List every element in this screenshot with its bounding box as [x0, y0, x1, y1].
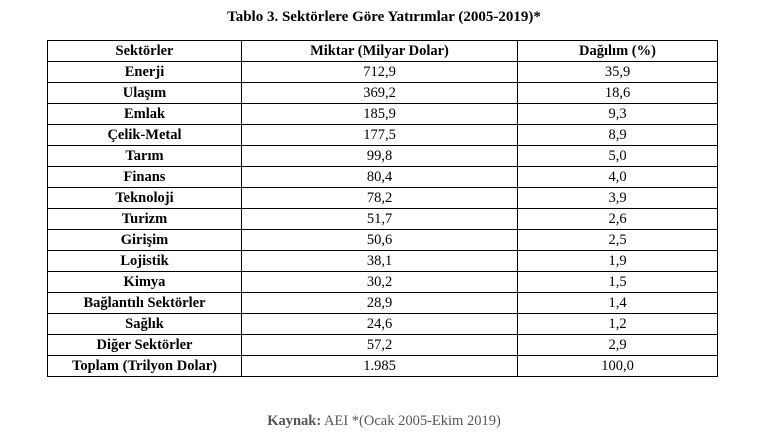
share-cell: 9,3 [517, 103, 718, 125]
sector-cell: Turizm [47, 208, 242, 230]
source-note: Kaynak: AEI *(Ocak 2005-Ekim 2019) [0, 412, 768, 430]
table-row: Diğer Sektörler 57,2 2,9 [47, 334, 718, 356]
table-row: Emlak 185,9 9,3 [47, 103, 718, 125]
share-cell: 2,5 [517, 229, 718, 251]
sector-cell: Diğer Sektörler [47, 334, 242, 356]
share-cell: 1,4 [517, 292, 718, 314]
table-row: Tarım 99,8 5,0 [47, 145, 718, 167]
total-share-cell: 100,0 [517, 355, 718, 377]
table-header-row: Sektörler Miktar (Milyar Dolar) Dağılım … [47, 40, 718, 62]
share-cell: 8,9 [517, 124, 718, 146]
sector-cell: Lojistik [47, 250, 242, 272]
amount-cell: 30,2 [241, 271, 518, 293]
total-label-cell: Toplam (Trilyon Dolar) [47, 355, 242, 377]
table-row: Ulaşım 369,2 18,6 [47, 82, 718, 104]
header-share: Dağılım (%) [517, 40, 718, 62]
table-caption: Tablo 3. Sektörlere Göre Yatırımlar (200… [227, 9, 541, 25]
source-label: Kaynak: [267, 413, 322, 429]
investments-table: Sektörler Miktar (Milyar Dolar) Dağılım … [47, 40, 718, 377]
sector-cell: Girişim [47, 229, 242, 251]
table-row: Kimya 30,2 1,5 [47, 271, 718, 293]
table-row: Lojistik 38,1 1,9 [47, 250, 718, 272]
sector-cell: Sağlık [47, 313, 242, 335]
sector-cell: Bağlantılı Sektörler [47, 292, 242, 314]
table-row: Çelik-Metal 177,5 8,9 [47, 124, 718, 146]
amount-cell: 78,2 [241, 187, 518, 209]
share-cell: 2,9 [517, 334, 718, 356]
share-cell: 3,9 [517, 187, 718, 209]
share-cell: 2,6 [517, 208, 718, 230]
sector-cell: Finans [47, 166, 242, 188]
table-row: Enerji 712,9 35,9 [47, 61, 718, 83]
share-cell: 4,0 [517, 166, 718, 188]
amount-cell: 369,2 [241, 82, 518, 104]
sector-cell: Enerji [47, 61, 242, 83]
sector-cell: Teknoloji [47, 187, 242, 209]
share-cell: 1,5 [517, 271, 718, 293]
share-cell: 35,9 [517, 61, 718, 83]
sector-cell: Ulaşım [47, 82, 242, 104]
share-cell: 1,2 [517, 313, 718, 335]
sector-cell: Çelik-Metal [47, 124, 242, 146]
amount-cell: 50,6 [241, 229, 518, 251]
amount-cell: 57,2 [241, 334, 518, 356]
amount-cell: 24,6 [241, 313, 518, 335]
share-cell: 5,0 [517, 145, 718, 167]
header-sector: Sektörler [47, 40, 242, 62]
sector-cell: Kimya [47, 271, 242, 293]
table-row: Girişim 50,6 2,5 [47, 229, 718, 251]
amount-cell: 38,1 [241, 250, 518, 272]
table-row: Sağlık 24,6 1,2 [47, 313, 718, 335]
amount-cell: 712,9 [241, 61, 518, 83]
amount-cell: 51,7 [241, 208, 518, 230]
source-text: AEI *(Ocak 2005-Ekim 2019) [324, 413, 501, 429]
sector-cell: Tarım [47, 145, 242, 167]
table-total-row: Toplam (Trilyon Dolar) 1.985 100,0 [47, 355, 718, 377]
total-amount-cell: 1.985 [241, 355, 518, 377]
table-row: Turizm 51,7 2,6 [47, 208, 718, 230]
table-row: Finans 80,4 4,0 [47, 166, 718, 188]
amount-cell: 185,9 [241, 103, 518, 125]
sector-cell: Emlak [47, 103, 242, 125]
amount-cell: 80,4 [241, 166, 518, 188]
share-cell: 1,9 [517, 250, 718, 272]
header-amount: Miktar (Milyar Dolar) [241, 40, 518, 62]
share-cell: 18,6 [517, 82, 718, 104]
amount-cell: 99,8 [241, 145, 518, 167]
amount-cell: 177,5 [241, 124, 518, 146]
amount-cell: 28,9 [241, 292, 518, 314]
table-row: Bağlantılı Sektörler 28,9 1,4 [47, 292, 718, 314]
table-row: Teknoloji 78,2 3,9 [47, 187, 718, 209]
